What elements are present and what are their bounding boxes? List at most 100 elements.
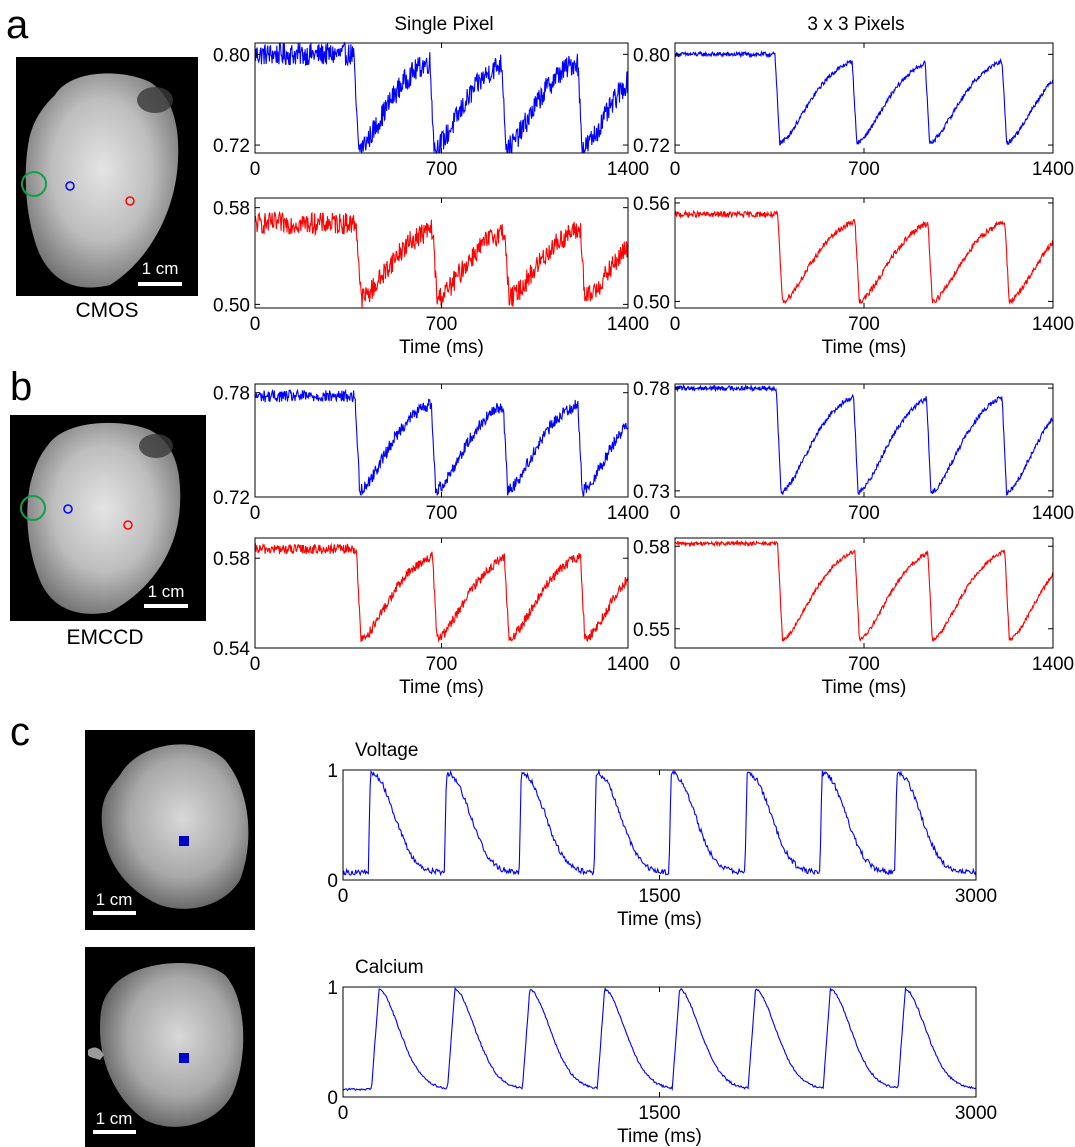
- y-tick-label: 0.80: [633, 45, 670, 66]
- x-axis-label: Time (ms): [617, 909, 702, 930]
- y-tick-label: 1: [327, 978, 338, 999]
- roi-marker-blue: [63, 504, 73, 514]
- plot-frame: [674, 42, 1054, 154]
- y-tick-label: 0.50: [213, 295, 250, 316]
- x-tick-label: 1400: [607, 654, 649, 675]
- plot-a-three-red: 0 700 1400 0.50 0.56 Time (ms): [633, 194, 1074, 358]
- series-line: [254, 41, 629, 155]
- scale-bar: [138, 282, 182, 286]
- x-tick-label: 1400: [1032, 654, 1074, 675]
- roi-circle-green: [20, 495, 46, 521]
- series-line: [674, 539, 1054, 643]
- roi-circle-green: [21, 171, 47, 197]
- heart-image-calcium: 1 cm: [85, 947, 255, 1147]
- x-tick-label: 0: [250, 654, 261, 675]
- plot-b-three-blue: 0 700 1400 0.73 0.78: [633, 379, 1074, 524]
- x-tick-label: 700: [848, 159, 880, 180]
- panel-letter-c: c: [10, 710, 30, 754]
- roi-square-blue: [179, 1053, 189, 1063]
- roi-marker-red: [123, 520, 133, 530]
- series-line: [254, 388, 629, 497]
- y-tick-label: 0.58: [633, 537, 670, 558]
- x-tick-label: 700: [848, 314, 880, 335]
- x-tick-label: 700: [426, 314, 458, 335]
- y-tick-label: 0.72: [633, 136, 670, 157]
- plot-a-single-red: 0 700 1400 0.50 0.58 Time (ms): [213, 197, 649, 358]
- plot-a-three-blue: 0 700 1400 0.72 0.80: [633, 42, 1074, 180]
- x-tick-label: 0: [250, 159, 261, 180]
- plot-c-voltage: 0 1500 3000 0 1 Time (ms) Voltage: [327, 740, 997, 930]
- x-tick-label: 0: [250, 314, 261, 335]
- series-line: [342, 769, 977, 877]
- column-title-single-pixel: Single Pixel: [394, 14, 493, 35]
- scale-bar: [144, 604, 188, 608]
- plot-frame: [674, 383, 1054, 498]
- x-axis-label: Time (ms): [822, 337, 907, 358]
- plot-a-single-blue: 0 700 1400 0.72 0.80: [213, 41, 649, 180]
- x-tick-label: 1400: [1032, 503, 1074, 524]
- plot-c-calcium: 0 1500 3000 0 1 Time (ms) Calcium: [327, 957, 997, 1147]
- x-tick-label: 0: [670, 503, 681, 524]
- x-axis-label: Time (ms): [822, 677, 907, 698]
- series-line: [674, 209, 1054, 306]
- heart-image-cmos: 1 cm: [16, 57, 198, 296]
- plot-b-three-red: 0 700 1400 0.55 0.58 Time (ms): [633, 537, 1074, 698]
- plot-b-single-red: 0 700 1400 0.54 0.58 Time (ms): [213, 537, 649, 698]
- x-tick-label: 0: [338, 1103, 349, 1124]
- scale-bar: [93, 911, 136, 915]
- x-tick-label: 1500: [638, 1103, 680, 1124]
- x-tick-label: 0: [670, 654, 681, 675]
- x-tick-label: 700: [426, 654, 458, 675]
- plot-frame: [342, 986, 977, 1098]
- y-tick-label: 0.80: [213, 45, 250, 66]
- series-line: [674, 49, 1054, 146]
- y-tick-label: 0.78: [213, 384, 250, 405]
- x-tick-label: 0: [670, 159, 681, 180]
- scale-label: 1 cm: [142, 259, 179, 278]
- roi-marker-red: [125, 196, 135, 206]
- x-tick-label: 1400: [607, 314, 649, 335]
- heart-image-emccd: 1 cm: [10, 415, 206, 621]
- y-tick-label: 0.54: [213, 639, 250, 660]
- x-axis-label: Time (ms): [399, 677, 484, 698]
- image-caption-emccd: EMCCD: [67, 626, 144, 649]
- x-tick-label: 0: [250, 503, 261, 524]
- x-tick-label: 1400: [1032, 159, 1074, 180]
- plot-frame: [254, 537, 629, 649]
- plot-frame: [342, 769, 977, 881]
- scale-label: 1 cm: [96, 890, 133, 909]
- y-tick-label: 0.72: [213, 136, 250, 157]
- x-axis-label: Time (ms): [617, 1126, 702, 1147]
- roi-marker-blue: [65, 181, 75, 191]
- series-line: [342, 986, 977, 1092]
- plot-b-single-blue: 0 700 1400 0.72 0.78: [213, 383, 649, 524]
- x-tick-label: 700: [848, 503, 880, 524]
- panel-letter-b: b: [10, 365, 32, 409]
- scale-bar: [93, 1130, 136, 1134]
- x-tick-label: 700: [426, 503, 458, 524]
- x-tick-label: 700: [848, 654, 880, 675]
- y-tick-label: 0.55: [633, 620, 670, 641]
- y-tick-label: 0: [327, 871, 338, 892]
- scale-label: 1 cm: [148, 582, 185, 601]
- y-tick-label: 0.72: [213, 488, 250, 509]
- y-tick-label: 0.56: [633, 194, 670, 215]
- y-tick-label: 0.73: [633, 482, 670, 503]
- x-tick-label: 1400: [607, 503, 649, 524]
- y-tick-label: 0.58: [213, 549, 250, 570]
- plot-frame: [254, 383, 629, 498]
- y-tick-label: 1: [327, 761, 338, 782]
- x-tick-label: 3000: [955, 886, 997, 907]
- x-tick-label: 3000: [955, 1103, 997, 1124]
- scale-label: 1 cm: [96, 1109, 133, 1128]
- x-tick-label: 1500: [638, 886, 680, 907]
- y-tick-label: 0.50: [633, 292, 670, 313]
- x-tick-label: 1400: [1032, 314, 1074, 335]
- y-tick-label: 0.58: [213, 199, 250, 220]
- x-axis-label: Time (ms): [399, 337, 484, 358]
- panel-letter-a: a: [6, 3, 29, 47]
- series-line: [254, 542, 629, 643]
- x-tick-label: 0: [670, 314, 681, 335]
- x-tick-label: 0: [338, 886, 349, 907]
